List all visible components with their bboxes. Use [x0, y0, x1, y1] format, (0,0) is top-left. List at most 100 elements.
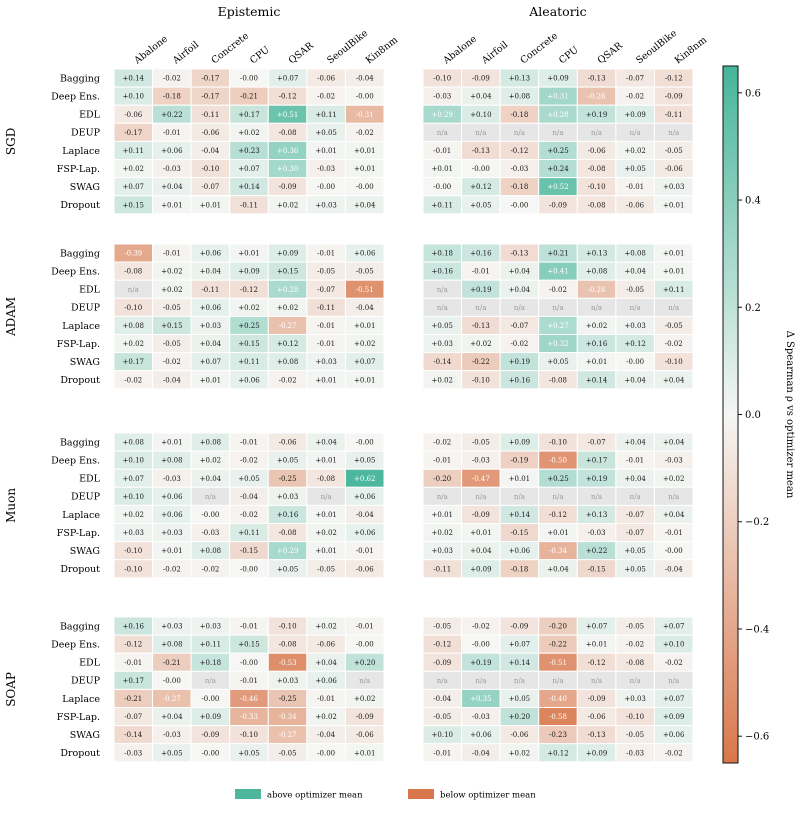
- cell-value-label: -0.19: [510, 457, 528, 465]
- cell-value-label: n/a: [437, 677, 448, 685]
- row-label: DEUP: [71, 128, 101, 139]
- cell-value-label: +0.13: [586, 250, 607, 258]
- cell-value-label: +0.17: [586, 457, 607, 465]
- cell-value-label: -0.00: [163, 677, 181, 685]
- cell-value-label: -0.21: [124, 695, 142, 703]
- cell-value-label: -0.01: [240, 623, 258, 631]
- cell-value-label: -0.03: [472, 713, 490, 721]
- cell-value-label: +0.09: [663, 713, 684, 721]
- cell-value-label: -0.02: [433, 439, 451, 447]
- heatmap-cell: [653, 559, 694, 579]
- cell-value-label: +0.24: [547, 165, 569, 173]
- cell-value-label: +0.14: [586, 376, 608, 384]
- cell-value-label: -0.51: [356, 286, 374, 294]
- cell-value-label: +0.05: [509, 695, 530, 703]
- column-label-cpu: CPU: [557, 44, 581, 66]
- cell-value-label: -0.03: [163, 731, 181, 739]
- cell-value-label: +0.12: [470, 183, 491, 191]
- cell-value-label: -0.11: [240, 201, 258, 209]
- cell-value-label: n/a: [475, 493, 486, 501]
- cell-value-label: -0.00: [240, 75, 258, 83]
- cell-value-label: -0.03: [510, 165, 528, 173]
- legend-swatch: [235, 789, 261, 799]
- cell-value-label: -0.01: [433, 457, 451, 465]
- cell-value-label: -0.03: [201, 529, 219, 537]
- cell-value-label: -0.14: [124, 731, 142, 739]
- cell-value-label: +0.02: [315, 713, 336, 721]
- cell-value-label: +0.19: [470, 659, 491, 667]
- cell-value-label: -0.13: [472, 322, 490, 330]
- cell-value-label: -0.07: [124, 713, 142, 721]
- cell-value-label: +0.16: [277, 511, 299, 519]
- column-label-airfoil: Airfoil: [170, 39, 201, 67]
- cell-value-label: -0.12: [588, 659, 606, 667]
- cell-value-label: -0.58: [549, 713, 567, 721]
- row-label: EDL: [79, 474, 101, 485]
- row-label: Bagging: [60, 73, 100, 84]
- cell-value-label: -0.02: [549, 286, 567, 294]
- cell-value-label: +0.08: [277, 358, 298, 366]
- cell-value-label: +0.06: [200, 250, 222, 258]
- cell-value-label: -0.15: [240, 547, 258, 555]
- cell-value-label: -0.10: [124, 304, 142, 312]
- cell-value-label: -0.18: [510, 565, 528, 573]
- cell-value-label: -0.25: [279, 695, 297, 703]
- cell-value-label: -0.02: [124, 376, 142, 384]
- cell-value-label: +0.02: [238, 304, 259, 312]
- cell-value-label: -0.06: [317, 641, 335, 649]
- cell-value-label: +0.14: [509, 511, 531, 519]
- cell-value-label: +0.02: [470, 340, 491, 348]
- cell-value-label: +0.06: [161, 511, 183, 519]
- cell-value-label: +0.02: [238, 129, 259, 137]
- cell-value-label: +0.03: [315, 358, 336, 366]
- cell-value-label: -0.11: [317, 304, 335, 312]
- cell-value-label: -0.01: [317, 322, 335, 330]
- cell-value-label: +0.02: [663, 475, 684, 483]
- cell-value-label: +0.19: [586, 111, 607, 119]
- cell-value-label: -0.05: [665, 322, 683, 330]
- cell-value-label: -0.06: [356, 731, 374, 739]
- cell-value-label: -0.12: [510, 147, 528, 155]
- cell-value-label: -0.53: [279, 659, 297, 667]
- cell-value-label: n/a: [630, 304, 641, 312]
- cell-value-label: +0.01: [663, 268, 684, 276]
- cell-value-label: -0.06: [317, 75, 335, 83]
- cell-value-label: -0.20: [549, 623, 567, 631]
- cell-value-label: -0.01: [665, 529, 683, 537]
- heatmap-cell: [344, 195, 385, 215]
- cell-value-label: -0.21: [240, 93, 258, 101]
- cell-value-label: +0.05: [547, 358, 568, 366]
- cell-value-label: +0.01: [315, 547, 336, 555]
- colorbar-tick-label: 0.2: [745, 303, 761, 314]
- cell-value-label: +0.22: [161, 111, 182, 119]
- cell-value-label: +0.09: [277, 250, 298, 258]
- cell-value-label: -0.00: [356, 641, 374, 649]
- cell-value-label: +0.19: [470, 286, 491, 294]
- cell-value-label: -0.04: [356, 75, 374, 83]
- cell-value-label: +0.02: [123, 340, 144, 348]
- cell-value-label: +0.03: [277, 677, 298, 685]
- cell-value-label: -0.01: [163, 129, 181, 137]
- cell-value-label: +0.03: [663, 183, 684, 191]
- cell-value-label: +0.01: [315, 511, 336, 519]
- cell-value-label: -0.08: [279, 641, 297, 649]
- column-label-concrete: Concrete: [518, 30, 560, 66]
- cell-value-label: -0.17: [201, 75, 219, 83]
- cell-value-label: -0.02: [626, 93, 644, 101]
- cell-value-label: -0.10: [549, 439, 567, 447]
- cell-value-label: +0.07: [238, 165, 259, 173]
- cell-value-label: -0.07: [626, 75, 644, 83]
- cell-value-label: +0.22: [586, 547, 607, 555]
- cell-value-label: +0.03: [624, 695, 645, 703]
- cell-value-label: n/a: [437, 304, 448, 312]
- cell-value-label: -0.03: [163, 165, 181, 173]
- cell-value-label: +0.08: [123, 322, 144, 330]
- cell-value-label: +0.11: [123, 147, 144, 155]
- cell-value-label: -0.33: [240, 713, 258, 721]
- cell-value-label: +0.04: [470, 93, 492, 101]
- cell-value-label: +0.28: [547, 111, 568, 119]
- cell-value-label: -0.39: [124, 250, 142, 258]
- cell-value-label: +0.10: [470, 111, 491, 119]
- cell-value-label: -0.47: [472, 475, 490, 483]
